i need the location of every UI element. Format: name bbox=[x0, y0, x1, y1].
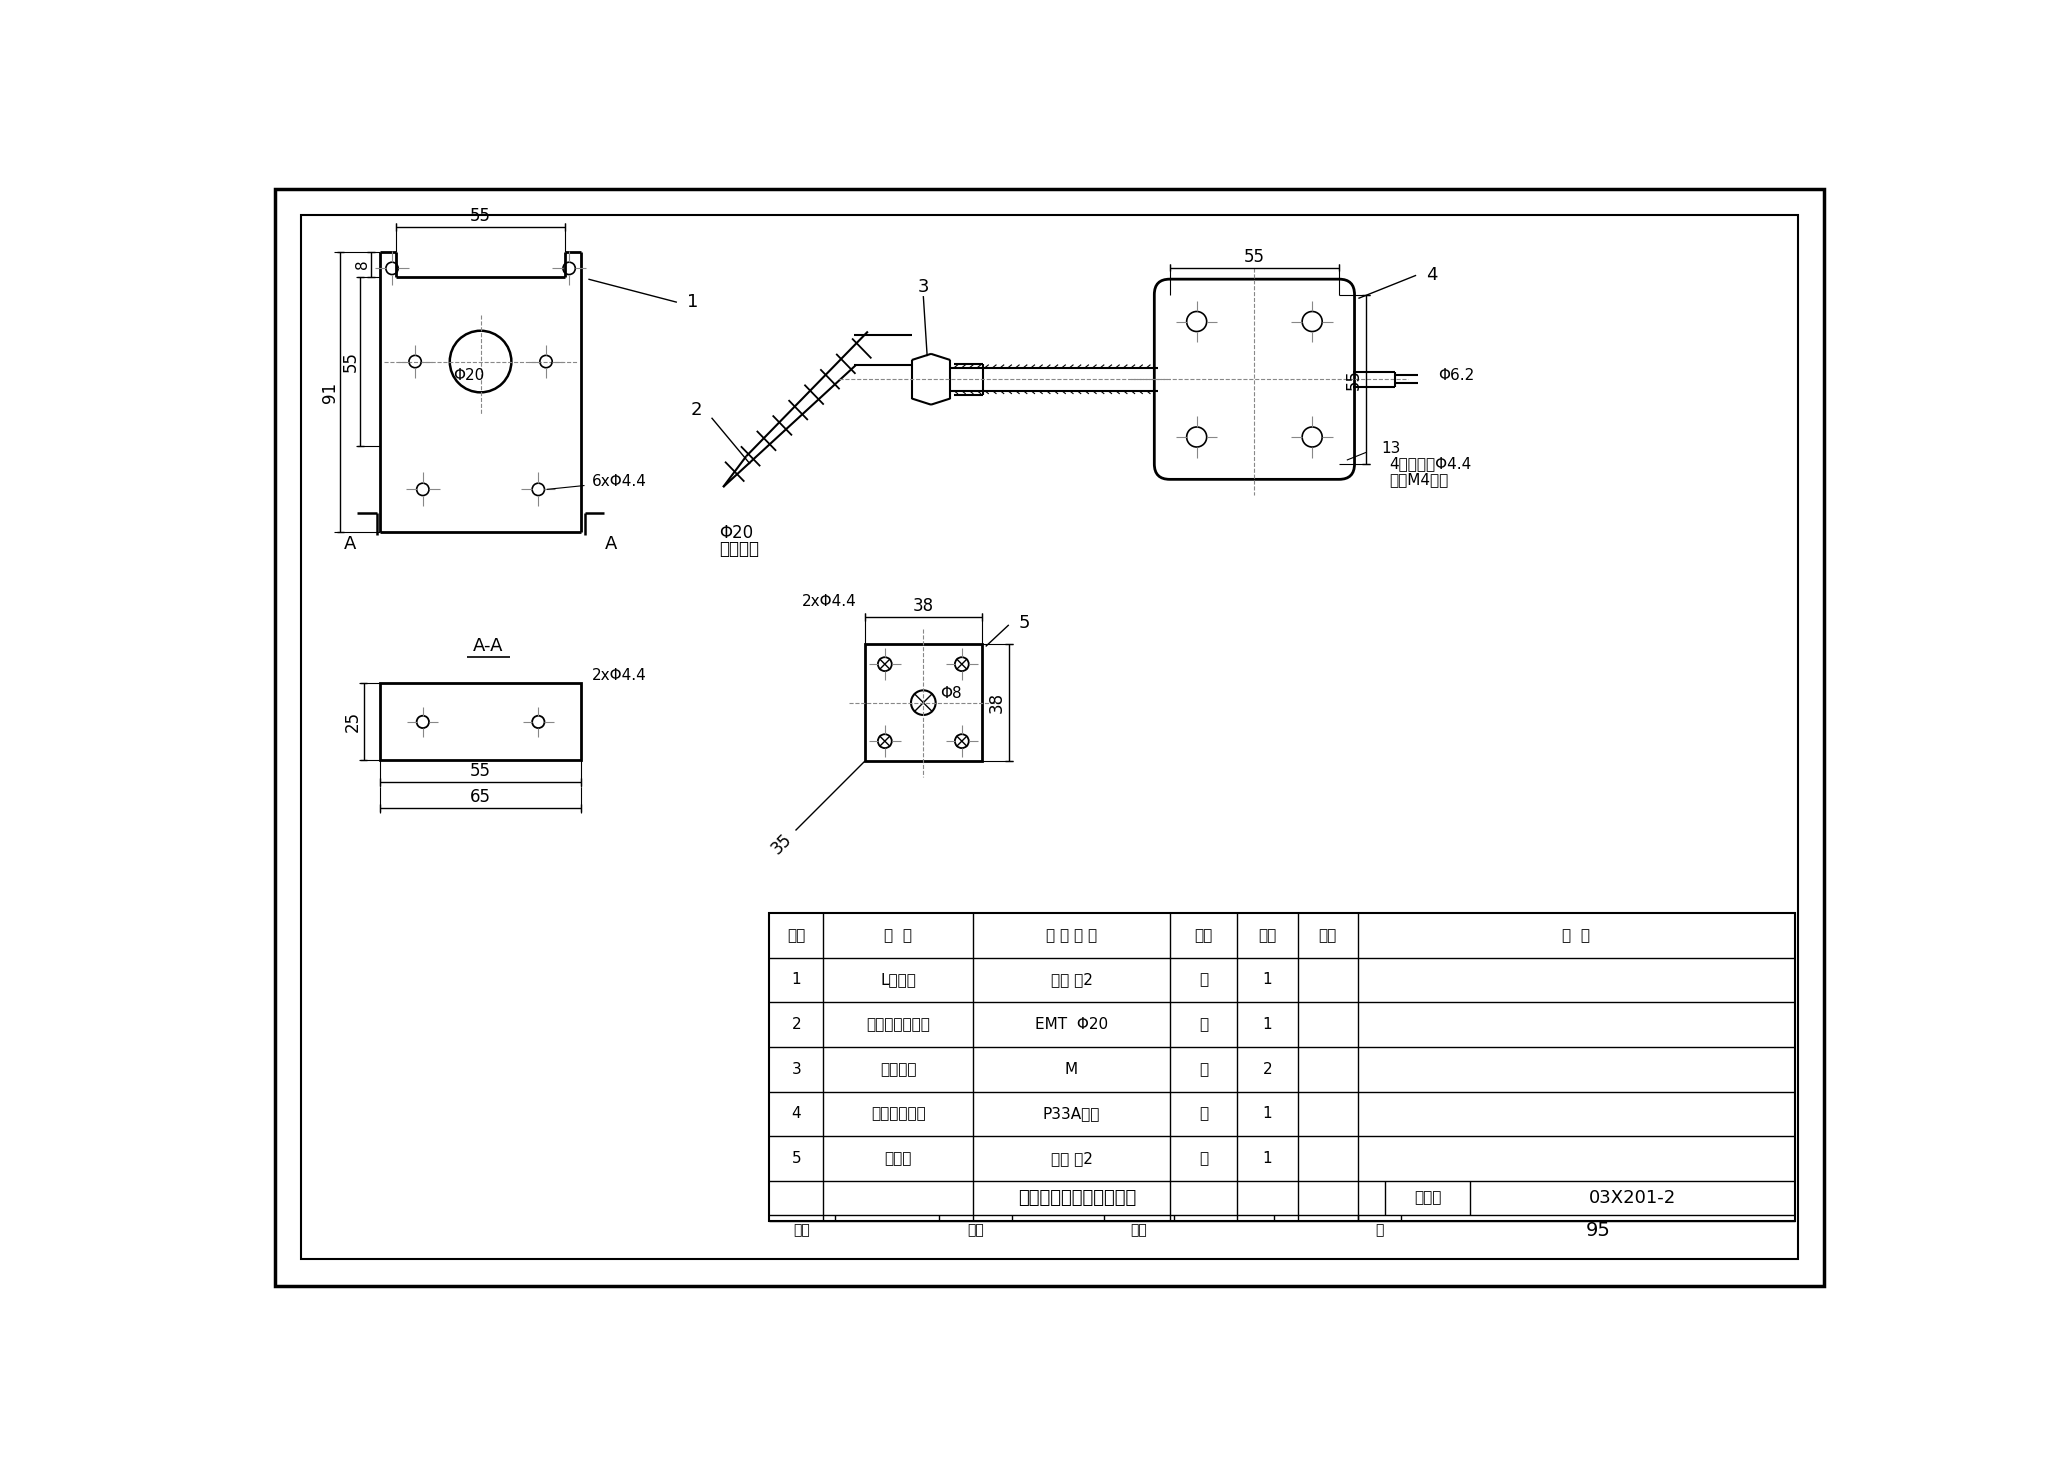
Text: 1: 1 bbox=[791, 972, 801, 987]
Text: 5: 5 bbox=[791, 1150, 801, 1167]
Text: 个: 个 bbox=[1198, 1061, 1208, 1076]
Text: 3: 3 bbox=[791, 1061, 801, 1076]
Text: 名  称: 名 称 bbox=[885, 927, 911, 943]
Text: 2xΦ4.4: 2xΦ4.4 bbox=[803, 594, 858, 609]
Text: 35: 35 bbox=[768, 831, 795, 858]
Text: L型支架: L型支架 bbox=[881, 972, 915, 987]
Text: 6xΦ4.4: 6xΦ4.4 bbox=[592, 474, 647, 489]
Text: 4个安装孔Φ4.4: 4个安装孔Φ4.4 bbox=[1389, 457, 1470, 472]
Text: 1: 1 bbox=[1264, 972, 1272, 987]
Text: 单位: 单位 bbox=[1194, 927, 1212, 943]
Text: 钢板 厚2: 钢板 厚2 bbox=[1051, 972, 1092, 987]
Bar bbox=[381, 683, 582, 761]
Text: 个: 个 bbox=[1198, 972, 1208, 987]
Text: P33A系列: P33A系列 bbox=[1042, 1107, 1100, 1121]
Text: Φ8: Φ8 bbox=[940, 686, 963, 701]
Text: 55: 55 bbox=[471, 207, 492, 225]
Text: 1: 1 bbox=[1264, 1150, 1272, 1167]
Text: 块: 块 bbox=[1198, 1150, 1208, 1167]
Text: 钢板 厚2: 钢板 厚2 bbox=[1051, 1150, 1092, 1167]
Text: 空气压差开关安装（二）: 空气压差开关安装（二） bbox=[1018, 1188, 1137, 1207]
Bar bbox=[770, 912, 1794, 1221]
Text: 金属软管: 金属软管 bbox=[719, 540, 760, 558]
Text: 最大M4螺栓: 最大M4螺栓 bbox=[1389, 472, 1448, 486]
Text: 38: 38 bbox=[987, 692, 1006, 714]
Text: 13: 13 bbox=[1382, 441, 1401, 456]
Bar bbox=[864, 644, 981, 761]
Text: 2xΦ4.4: 2xΦ4.4 bbox=[592, 669, 647, 683]
Text: Φ20: Φ20 bbox=[719, 524, 754, 542]
Text: 空气压差开关: 空气压差开关 bbox=[870, 1107, 926, 1121]
Text: 个: 个 bbox=[1198, 1018, 1208, 1032]
Text: 91: 91 bbox=[322, 381, 338, 403]
Text: A: A bbox=[606, 534, 618, 553]
Text: A-A: A-A bbox=[473, 638, 504, 656]
Text: 03X201-2: 03X201-2 bbox=[1589, 1188, 1675, 1207]
Text: 65: 65 bbox=[471, 788, 492, 806]
Text: 25: 25 bbox=[344, 711, 362, 733]
Text: 校对: 校对 bbox=[967, 1223, 983, 1237]
Text: 95: 95 bbox=[1585, 1221, 1610, 1240]
Text: 4: 4 bbox=[1425, 266, 1438, 285]
Text: 2: 2 bbox=[1264, 1061, 1272, 1076]
Text: 3: 3 bbox=[918, 277, 930, 296]
Text: 图集号: 图集号 bbox=[1413, 1190, 1442, 1206]
Text: 55: 55 bbox=[1243, 248, 1266, 266]
Text: 5: 5 bbox=[1018, 613, 1030, 632]
Text: Φ6.2: Φ6.2 bbox=[1438, 368, 1475, 383]
Text: A: A bbox=[344, 534, 356, 553]
Text: 金属软管连接头: 金属软管连接头 bbox=[866, 1018, 930, 1032]
Text: 8: 8 bbox=[354, 260, 371, 269]
Text: Φ20: Φ20 bbox=[453, 368, 485, 383]
Text: M: M bbox=[1065, 1061, 1077, 1076]
Text: 1: 1 bbox=[1264, 1107, 1272, 1121]
Text: 数量: 数量 bbox=[1257, 927, 1276, 943]
Text: 38: 38 bbox=[913, 597, 934, 616]
Text: 55: 55 bbox=[1346, 369, 1362, 390]
Text: 55: 55 bbox=[342, 350, 360, 372]
Text: 套: 套 bbox=[1198, 1107, 1208, 1121]
Text: 序号: 序号 bbox=[786, 927, 805, 943]
Text: 页次: 页次 bbox=[1319, 927, 1337, 943]
Text: 备  注: 备 注 bbox=[1563, 927, 1591, 943]
Text: 设计: 设计 bbox=[1130, 1223, 1147, 1237]
Text: 型 号 规 格: 型 号 规 格 bbox=[1047, 927, 1098, 943]
Text: EMT  Φ20: EMT Φ20 bbox=[1034, 1018, 1108, 1032]
Text: 2: 2 bbox=[690, 402, 702, 419]
Text: 连接板: 连接板 bbox=[885, 1150, 911, 1167]
Text: 1: 1 bbox=[1264, 1018, 1272, 1032]
Text: 4: 4 bbox=[791, 1107, 801, 1121]
Text: 2: 2 bbox=[791, 1018, 801, 1032]
Text: 55: 55 bbox=[471, 762, 492, 780]
Text: 页: 页 bbox=[1374, 1223, 1382, 1237]
Text: 锁紧螺母: 锁紧螺母 bbox=[881, 1061, 918, 1076]
Text: 1: 1 bbox=[686, 293, 698, 311]
Text: 审核: 审核 bbox=[795, 1223, 811, 1237]
